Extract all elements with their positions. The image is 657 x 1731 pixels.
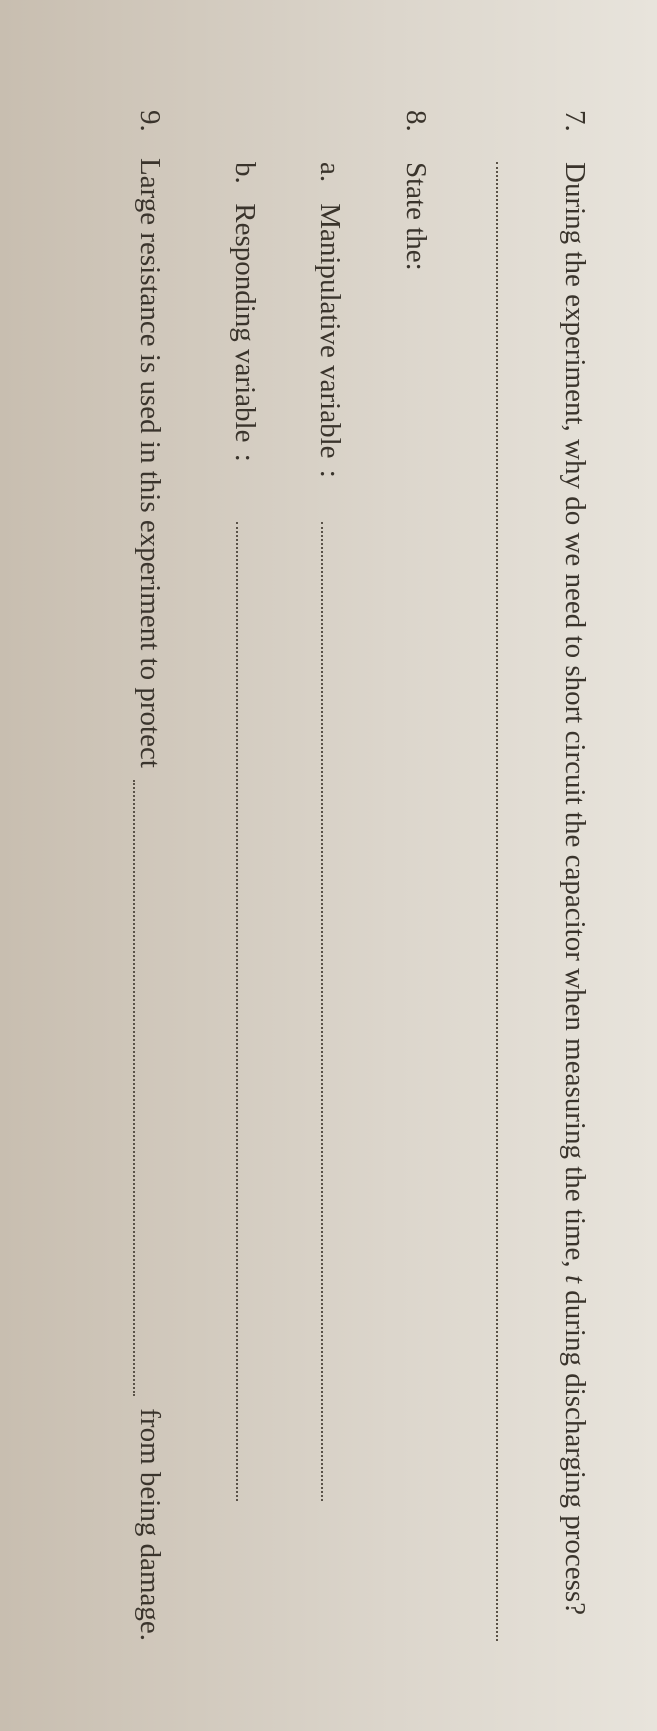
q9-answer-line[interactable] [133, 780, 157, 1396]
question-9-number: 9. [127, 110, 172, 146]
q8-item-a: a. Manipulative variable : [308, 162, 352, 1641]
q8-sub-list: a. Manipulative variable : b. Responding… [222, 162, 351, 1641]
q8-b-letter: b. [222, 162, 266, 196]
question-9-row: 9. Large resistance is used in this expe… [127, 110, 172, 1641]
q9-lead-text: Large resistance is used in this experim… [127, 158, 172, 768]
question-8-row: 8. State the: [393, 110, 438, 1641]
q7-text-after: during discharging process? [559, 1283, 591, 1615]
worksheet-page: 7. During the experiment, why do we need… [0, 0, 657, 1731]
q8-b-label: Responding variable [229, 203, 261, 442]
q9-tail-text: from being damage. [127, 1408, 172, 1641]
q7-answer-line[interactable] [496, 162, 522, 1641]
q8-a-colon: : [314, 470, 346, 478]
q8-a-answer-line[interactable] [321, 522, 345, 1501]
question-7: 7. During the experiment, why do we need… [496, 110, 597, 1641]
question-8-number: 8. [393, 110, 438, 146]
q7-text-before: During the experiment, why do we need to… [559, 162, 591, 1275]
q8-a-label: Manipulative variable [314, 203, 346, 458]
q8-b-label-block: b. Responding variable : [222, 162, 266, 522]
question-7-row: 7. During the experiment, why do we need… [552, 110, 597, 1641]
q7-variable-t: t [559, 1275, 591, 1283]
question-7-text: During the experiment, why do we need to… [552, 162, 597, 1641]
q8-b-answer-line[interactable] [236, 522, 260, 1501]
question-7-number: 7. [552, 110, 597, 146]
question-8-text: State the: [393, 162, 438, 1641]
q8-a-letter: a. [308, 162, 352, 196]
question-8: 8. State the: a. Manipulative variable :… [222, 110, 438, 1641]
q8-a-label-block: a. Manipulative variable : [308, 162, 352, 522]
q8-item-b: b. Responding variable : [222, 162, 266, 1641]
q8-b-colon: : [229, 454, 261, 462]
question-9: 9. Large resistance is used in this expe… [127, 110, 172, 1641]
